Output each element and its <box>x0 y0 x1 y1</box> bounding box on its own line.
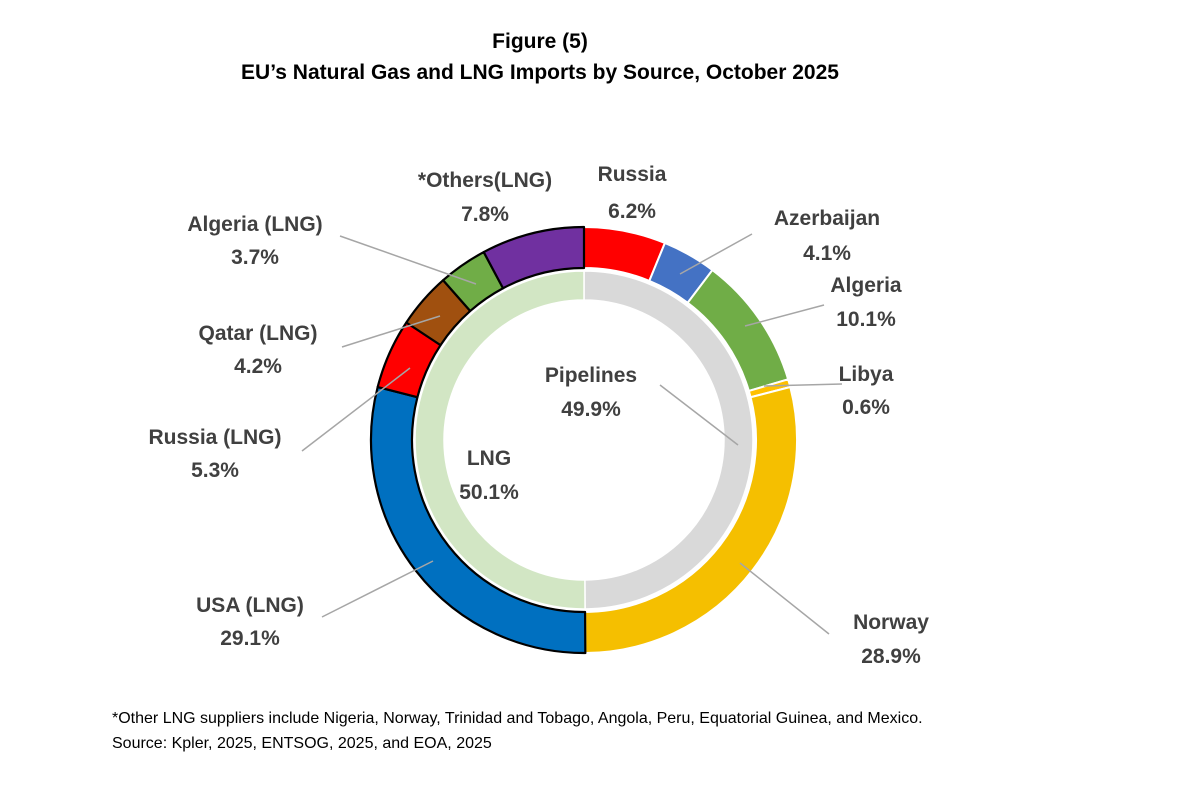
outer-value-algeria: 10.1% <box>836 308 896 331</box>
figure-number: Figure (5) <box>492 30 588 53</box>
outer-leader-line-azerbaijan <box>679 233 753 275</box>
outer-label-others-lng: *Others(LNG) <box>418 169 552 192</box>
footnote-others: *Other LNG suppliers include Nigeria, No… <box>112 710 923 727</box>
chart-title: EU’s Natural Gas and LNG Imports by Sour… <box>241 61 839 84</box>
outer-label-norway: Norway <box>853 611 929 634</box>
outer-leader-line-norway <box>739 562 830 635</box>
outer-leader-line-algeria-lng <box>339 235 477 285</box>
footnote-source: Source: Kpler, 2025, ENTSOG, 2025, and E… <box>112 735 492 752</box>
outer-leader-line-russia-lng <box>301 367 411 452</box>
outer-slice-others-lng <box>482 225 586 290</box>
outer-leader-line-libya <box>763 383 843 387</box>
outer-label-russia-lng: Russia (LNG) <box>148 426 281 449</box>
outer-value-russia-lng: 5.3% <box>191 459 239 482</box>
leader-lines <box>301 233 843 635</box>
inner-value-lng: 50.1% <box>459 481 519 504</box>
donut-chart: Russia 6.2% Azerbaijan 4.1% Algeria 10.1% Liby… <box>148 163 929 668</box>
outer-value-others-lng: 7.8% <box>461 203 509 226</box>
outer-label-algeria-lng: Algeria (LNG) <box>187 213 322 236</box>
outer-label-libya: Libya <box>839 363 894 386</box>
outer-label-azerbaijan: Azerbaijan <box>774 207 880 230</box>
inner-ring <box>414 270 754 610</box>
inner-label-pipelines: Pipelines <box>545 364 637 387</box>
outer-slice-usa-lng <box>369 385 587 655</box>
outer-value-russia: 6.2% <box>608 200 656 223</box>
outer-slice-norway <box>584 386 798 654</box>
outer-label-usa-lng: USA (LNG) <box>196 594 304 617</box>
outer-leader-line-algeria <box>744 304 825 327</box>
inner-leader-line-pipelines <box>659 384 739 446</box>
outer-value-azerbaijan: 4.1% <box>803 242 851 265</box>
outer-ring <box>369 225 798 655</box>
outer-value-qatar-lng: 4.2% <box>234 355 282 378</box>
outer-leader-line-usa-lng <box>321 560 434 618</box>
outer-leader-line-qatar-lng <box>341 315 441 348</box>
inner-label-lng: LNG <box>467 447 511 470</box>
outer-label-algeria: Algeria <box>830 274 902 297</box>
slice-labels: Russia 6.2% Azerbaijan 4.1% Algeria 10.1% Liby… <box>148 163 929 668</box>
inner-slice-lng <box>414 270 586 610</box>
outer-label-russia: Russia <box>598 163 667 186</box>
outer-value-libya: 0.6% <box>842 396 890 419</box>
outer-value-usa-lng: 29.1% <box>220 627 280 650</box>
outer-label-qatar-lng: Qatar (LNG) <box>198 322 317 345</box>
outer-value-algeria-lng: 3.7% <box>231 246 279 269</box>
outer-value-norway: 28.9% <box>861 645 921 668</box>
inner-value-pipelines: 49.9% <box>561 398 621 421</box>
